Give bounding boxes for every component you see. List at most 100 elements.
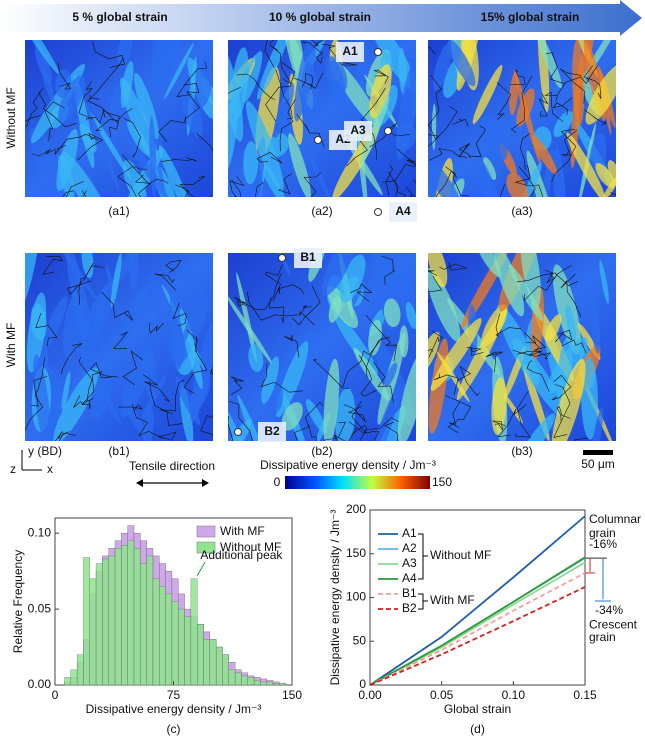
grain-boundary xyxy=(160,379,185,415)
y-tick-label: 0.00 xyxy=(28,677,52,691)
grain-boundary xyxy=(82,190,87,197)
grain-boundary xyxy=(333,427,357,441)
strain-band xyxy=(152,40,172,88)
grain-boundary xyxy=(515,390,532,438)
strain-band xyxy=(491,377,507,435)
panel-label: (a2) xyxy=(311,204,332,218)
strain-band xyxy=(553,148,566,197)
histogram-bar xyxy=(83,557,90,686)
strain-band xyxy=(248,343,264,373)
grain-boundary xyxy=(196,133,213,152)
strain-band xyxy=(57,253,98,302)
grain-boundary xyxy=(294,401,324,441)
grain-boundary xyxy=(246,291,298,321)
strain-band xyxy=(553,111,574,138)
grain-boundary xyxy=(468,125,486,158)
annotation: grain xyxy=(589,630,616,644)
strain-band xyxy=(368,253,403,300)
strain-band xyxy=(112,253,146,286)
grain-boundary xyxy=(384,422,399,441)
strain-band xyxy=(323,358,340,441)
group-label: Without MF xyxy=(430,548,491,562)
strain-band xyxy=(476,157,503,197)
grain-boundary xyxy=(312,359,350,389)
strain-band xyxy=(61,151,115,197)
annotation: Crescent xyxy=(589,618,638,632)
grain-boundary xyxy=(435,170,458,197)
y-tick-label: 50 xyxy=(353,633,367,647)
strain-band xyxy=(142,343,157,397)
strain-band xyxy=(428,253,448,288)
grain-boundary xyxy=(86,110,105,124)
strain-band xyxy=(122,131,169,197)
grain-boundary xyxy=(230,376,244,396)
grain-boundary xyxy=(394,179,406,197)
x-tick-label: 0.10 xyxy=(502,688,526,702)
row-label: Without MF xyxy=(4,87,18,148)
grain-boundary xyxy=(428,106,458,164)
grain-boundary xyxy=(308,424,318,441)
grain-boundary xyxy=(256,151,283,164)
grain-boundary xyxy=(148,322,164,334)
strain-map xyxy=(428,253,616,441)
grain-boundary xyxy=(552,97,573,116)
histogram-bar xyxy=(121,545,128,686)
grain-boundary xyxy=(123,118,141,158)
grain-boundary xyxy=(561,339,587,354)
strain-band xyxy=(327,285,359,329)
grain-boundary xyxy=(160,157,198,162)
grain-boundary xyxy=(428,47,436,55)
strain-band xyxy=(261,356,280,404)
grain-boundary xyxy=(445,166,470,197)
panel-label: (b3) xyxy=(511,444,532,458)
strain-band xyxy=(519,162,542,197)
strain-band xyxy=(243,141,259,185)
strain-band xyxy=(34,43,52,84)
grain-boundary xyxy=(359,417,399,441)
panel-label: (b2) xyxy=(311,444,332,458)
grain-boundary xyxy=(523,264,572,302)
strain-band xyxy=(483,157,497,180)
grain-boundary xyxy=(89,362,119,378)
strain-band xyxy=(35,183,56,197)
grain-boundary xyxy=(59,432,77,441)
data-line xyxy=(369,556,586,686)
x-tick-label: 75 xyxy=(167,688,181,702)
x-tick-label: 0 xyxy=(52,688,59,702)
grain-boundary xyxy=(301,41,324,64)
grain-boundary xyxy=(492,420,506,431)
grain-boundary xyxy=(54,133,99,155)
grain-boundary xyxy=(584,109,607,126)
strain-band xyxy=(360,96,390,166)
grain-boundary xyxy=(279,99,296,152)
strain-label: 15% global strain xyxy=(481,10,580,24)
grain-boundary xyxy=(452,118,469,127)
strain-band xyxy=(339,254,366,303)
y-axis-label: Dissipative energy density / Jm⁻³ xyxy=(328,510,342,686)
grain-boundary xyxy=(551,374,572,401)
annotation: grain xyxy=(589,526,616,540)
histogram-bar xyxy=(171,601,179,686)
grain-boundary xyxy=(519,133,530,171)
strain-map xyxy=(25,40,213,197)
histogram-bar xyxy=(253,680,261,686)
legend-label: B2 xyxy=(402,601,417,615)
strain-band xyxy=(383,298,401,328)
histogram-bar xyxy=(159,586,166,686)
x-tick-label: 150 xyxy=(282,688,302,702)
grain-boundary xyxy=(87,97,119,124)
x-axis-label: Global strain xyxy=(444,702,511,716)
grain-boundary xyxy=(365,314,398,362)
legend-label: With MF xyxy=(220,524,265,538)
histogram-bar xyxy=(279,683,286,686)
point-marker xyxy=(314,136,322,144)
point-marker xyxy=(374,48,382,56)
grain-boundary xyxy=(428,74,442,127)
strain-band xyxy=(177,286,205,355)
grain-boundary xyxy=(303,172,322,197)
grain-boundary xyxy=(510,69,526,85)
strain-band xyxy=(428,158,464,197)
grain-boundary xyxy=(25,88,44,128)
strain-band xyxy=(181,263,194,291)
grain-boundary xyxy=(38,91,77,128)
